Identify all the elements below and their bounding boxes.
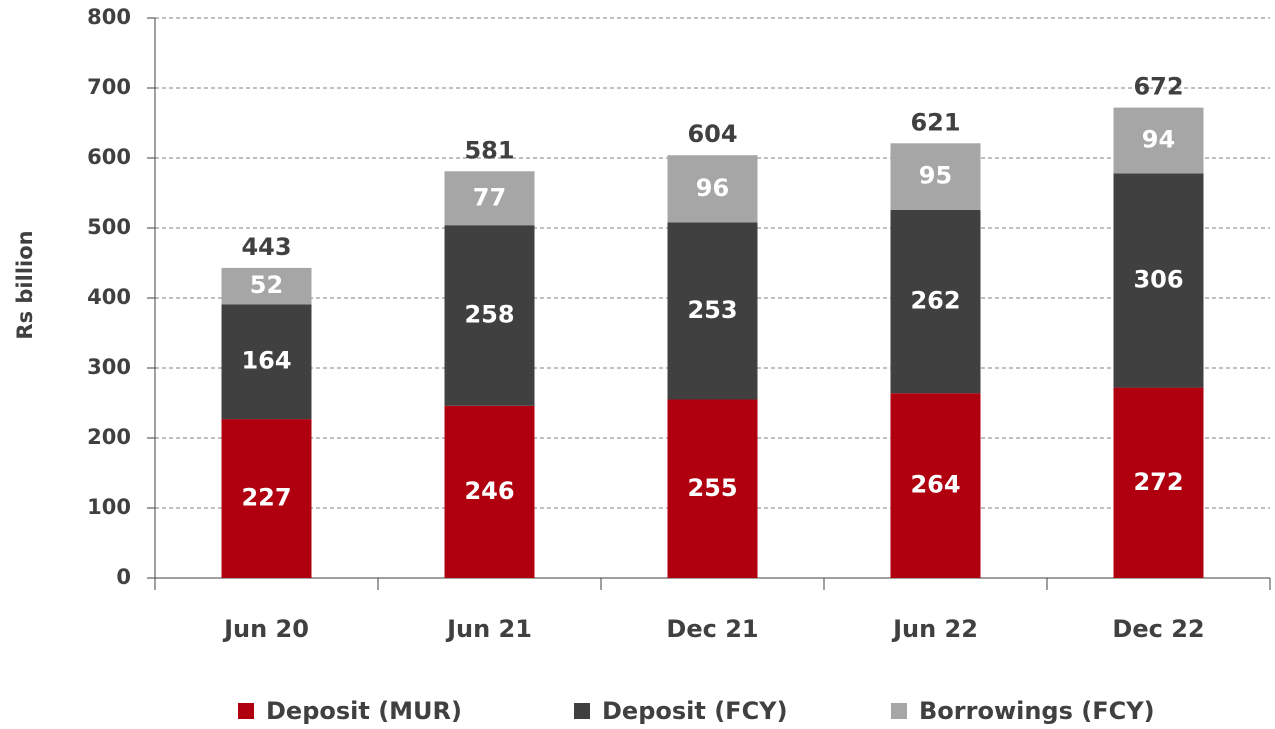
value-label: 306 (1133, 266, 1183, 294)
y-tick-label: 200 (87, 425, 131, 449)
y-tick-label: 800 (87, 5, 131, 29)
bar-segment (667, 155, 758, 223)
total-label: 672 (1133, 73, 1183, 101)
value-label: 258 (464, 301, 514, 329)
x-tick-label: Jun 20 (222, 615, 309, 643)
bar-segment (667, 222, 758, 400)
value-label: 264 (910, 471, 960, 499)
y-tick-label: 500 (87, 215, 131, 239)
x-tick-label: Jun 22 (891, 615, 978, 643)
value-label: 52 (250, 271, 283, 299)
bar-segment (444, 171, 535, 226)
value-label: 255 (687, 474, 737, 502)
value-label: 253 (687, 296, 737, 324)
total-label: 443 (241, 233, 291, 261)
legend-label: Deposit (FCY) (602, 697, 788, 725)
y-tick-label: 600 (87, 145, 131, 169)
bar-segment (444, 225, 535, 406)
x-tick-label: Dec 22 (1112, 615, 1204, 643)
bar-segment (1113, 107, 1204, 174)
legend-swatch (238, 703, 254, 719)
x-tick-label: Jun 21 (445, 615, 532, 643)
bar-segment (890, 393, 981, 578)
value-label: 94 (1142, 126, 1175, 154)
total-label: 581 (464, 136, 514, 164)
bar-segment (890, 209, 981, 394)
legend-label: Deposit (MUR) (266, 697, 462, 725)
value-label: 164 (241, 347, 291, 375)
value-label: 77 (473, 183, 506, 211)
y-tick-label: 700 (87, 75, 131, 99)
legend-swatch (574, 703, 590, 719)
y-tick-label: 300 (87, 355, 131, 379)
y-axis-label: Rs billion (13, 230, 37, 339)
total-label: 604 (687, 120, 737, 148)
legend-swatch (891, 703, 907, 719)
value-label: 272 (1133, 468, 1183, 496)
bar-segment (221, 267, 312, 305)
y-tick-label: 400 (87, 285, 131, 309)
value-label: 227 (241, 484, 291, 512)
value-label: 262 (910, 287, 960, 315)
bar-segment (1113, 173, 1204, 388)
bar-segment (1113, 387, 1204, 578)
y-tick-label: 100 (87, 495, 131, 519)
y-tick-label: 0 (116, 565, 131, 589)
bar-segment (667, 399, 758, 578)
bar-segment (221, 304, 312, 420)
legend-label: Borrowings (FCY) (919, 697, 1155, 725)
bar-segment (221, 419, 312, 578)
x-tick-label: Dec 21 (666, 615, 758, 643)
value-label: 246 (464, 477, 514, 505)
total-label: 621 (910, 108, 960, 136)
value-label: 95 (919, 162, 952, 190)
bar-segment (890, 143, 981, 210)
value-label: 96 (696, 174, 729, 202)
bar-segment (444, 405, 535, 578)
